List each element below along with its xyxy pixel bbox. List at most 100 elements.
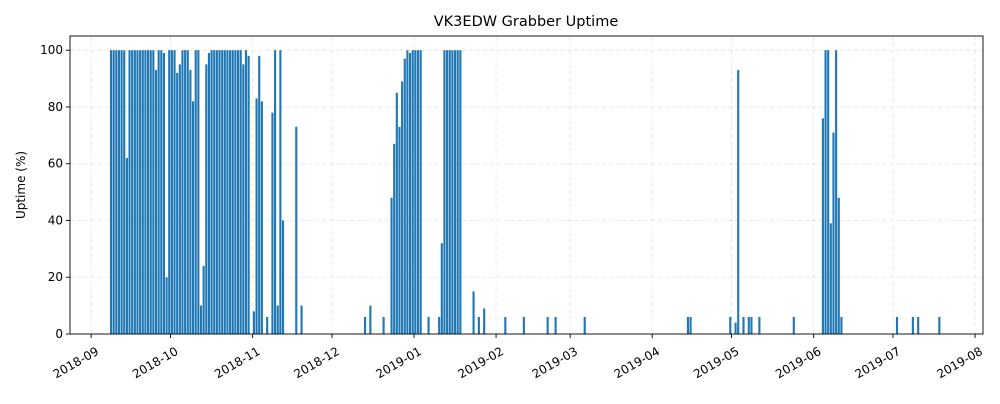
y-tick-label: 60 [48,157,63,171]
uptime-bar [260,101,263,334]
x-tick-label: 2019-02 [456,344,506,381]
uptime-bar [215,50,218,334]
x-tick-label: 2019-04 [612,344,662,381]
uptime-bar [221,50,224,334]
uptime-bar [401,81,404,334]
uptime-bar [252,311,255,334]
y-axis-label: Uptime (%) [14,151,28,219]
grid-lines [70,36,983,335]
uptime-bar [207,53,210,334]
uptime-bar [276,305,279,334]
x-tick-label: 2018-09 [51,344,101,381]
uptime-bar [226,50,229,334]
y-tick-label: 0 [55,327,63,341]
uptime-bar [737,70,740,334]
uptime-bar [364,316,367,334]
uptime-bar [416,50,420,334]
uptime-bar [112,50,115,334]
uptime-bar [170,50,173,334]
uptime-bar [258,55,261,335]
uptime-bar [184,50,187,334]
uptime-bar [750,316,753,334]
uptime-bar [242,64,245,334]
x-tick-label: 2019-01 [374,344,424,381]
uptime-bar [446,50,449,334]
uptime-bar [139,50,142,334]
uptime-bar [398,126,401,334]
uptime-bar [141,50,144,334]
uptime-bar [583,316,586,334]
uptime-bar [173,50,176,334]
y-tick-label: 40 [48,213,63,227]
uptime-bar [911,316,914,334]
uptime-bar [271,112,274,334]
uptime-bar [546,316,549,334]
uptime-bar [123,50,126,334]
uptime-bar [165,277,168,334]
uptime-bar [504,316,507,334]
uptime-bar [456,50,459,334]
bar-series [109,50,941,335]
uptime-bar [824,50,827,334]
uptime-bar [274,50,277,334]
uptime-bar [266,316,269,334]
uptime-bar [453,50,457,334]
chart-title: VK3EDW Grabber Uptime [434,14,619,30]
x-tick-label: 2019-06 [773,344,823,381]
y-tick-label: 20 [48,270,63,284]
uptime-bar [390,197,393,334]
uptime-bar [686,316,689,334]
uptime-bar [279,50,282,334]
uptime-bar [244,50,248,334]
uptime-bar [205,64,208,334]
uptime-bar [427,316,430,334]
uptime-bar [792,316,795,334]
uptime-bar [758,316,761,334]
uptime-bar [131,50,134,334]
uptime-bar [231,50,234,334]
uptime-bar [160,50,163,334]
uptime-bar [459,50,462,334]
uptime-bar [747,316,750,334]
uptime-bar [149,50,152,334]
uptime-bar [837,197,840,334]
uptime-bar [133,50,136,334]
uptime-bar [194,50,197,334]
uptime-bar [176,72,179,335]
uptime-bar [181,50,184,334]
uptime-bar [109,50,113,334]
uptime-bar [168,50,171,334]
uptime-bar [218,50,221,334]
uptime-bar [483,308,486,334]
uptime-bar [128,50,131,334]
x-tick-label: 2018-10 [130,344,180,381]
uptime-bar [115,50,118,334]
uptime-bar [443,50,446,334]
plot-frame [69,35,984,335]
uptime-bar [223,50,226,334]
uptime-bar [234,50,237,334]
uptime-bar [202,265,205,334]
uptime-bar [729,316,732,334]
uptime-bar [213,50,216,334]
uptime-bar [689,316,692,334]
uptime-bar [197,50,200,334]
uptime-bar [192,101,195,334]
uptime-bar [162,53,166,334]
uptime-bar [210,50,213,334]
uptime-bar [154,70,158,334]
uptime-bar [117,50,121,334]
uptime-bar [239,50,242,334]
uptime-bar [829,223,832,334]
uptime-bar [189,70,192,334]
uptime-bar [403,58,406,334]
uptime-bar [411,50,414,334]
uptime-bar [409,53,412,334]
uptime-bar [229,50,232,334]
uptime-bar [477,316,480,334]
uptime-bar [522,316,525,334]
uptime-bar [448,50,451,334]
uptime-bar [438,316,441,334]
uptime-bar [917,316,920,334]
